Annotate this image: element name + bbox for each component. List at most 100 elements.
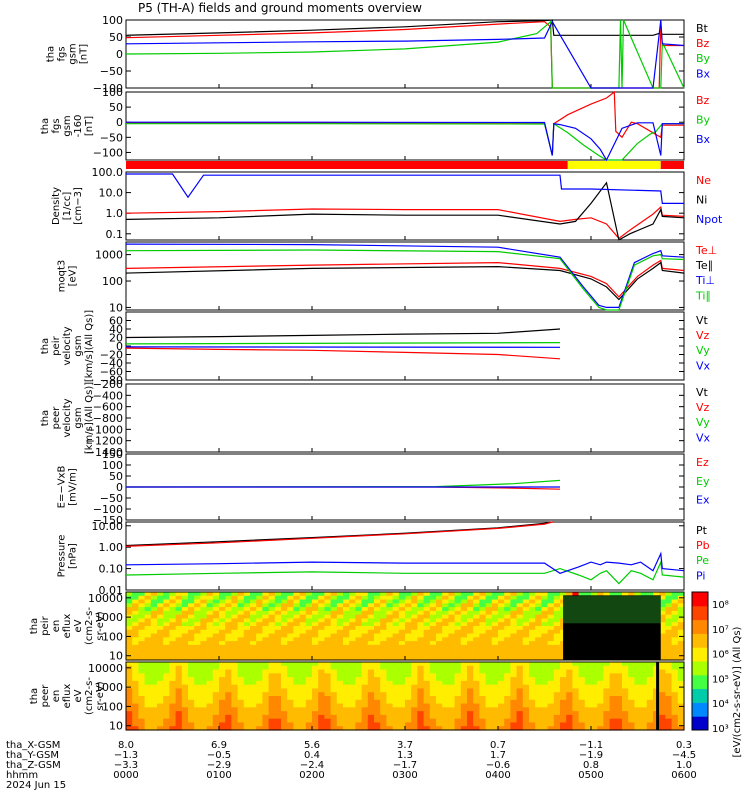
spectrogram-cell <box>219 626 226 631</box>
spectrogram-cell <box>200 626 208 631</box>
spectrogram-cell <box>132 626 139 631</box>
spectrogram-cell <box>411 711 418 716</box>
spectrogram-cell <box>380 641 387 646</box>
spectrogram-cell <box>665 607 673 612</box>
spectrogram-cell <box>591 669 598 674</box>
spectrogram-cell <box>299 641 307 646</box>
spectrogram-cell <box>349 665 356 671</box>
spectrogram-cell <box>144 607 152 612</box>
spectrogram-cell <box>343 599 350 604</box>
spectrogram-cell <box>529 703 536 708</box>
spectrogram-cell <box>659 629 666 635</box>
spectrogram-cell <box>231 688 239 693</box>
spectrogram-cell <box>305 644 313 650</box>
spectrogram-cell <box>442 684 449 690</box>
spectrogram-cell <box>299 603 307 608</box>
spectrogram-cell <box>250 648 257 654</box>
spectrogram-cell <box>454 592 462 597</box>
spectrogram-cell <box>628 669 635 674</box>
spectrogram-cell <box>361 614 369 620</box>
spectrogram-cell <box>634 696 642 701</box>
spectrogram-cell <box>386 607 394 612</box>
spectrogram-cell <box>318 629 325 635</box>
spectrogram-cell <box>429 614 437 620</box>
spectrogram-cell <box>498 618 505 623</box>
spectrogram-cell <box>250 662 257 667</box>
spectrogram-cell <box>163 592 170 597</box>
colorbar-label: [eV/(cm2-s-sr-eV)] (All Qs) <box>732 626 743 757</box>
spectrogram-cell <box>268 673 276 678</box>
spectrogram-cell <box>622 707 629 712</box>
spectrogram-cell <box>299 633 307 638</box>
spectrogram-cell <box>281 641 288 646</box>
spectrogram-cell <box>423 714 431 720</box>
spectrogram-cell <box>535 626 542 631</box>
spectrogram-cell <box>603 665 611 671</box>
spectrogram-cell <box>423 669 431 674</box>
spectrogram-cell <box>287 696 294 701</box>
spectrogram-cell <box>231 641 239 646</box>
spectrogram-cell <box>343 622 350 627</box>
spectrogram-cell <box>498 644 505 650</box>
spectrogram-cell <box>206 714 214 720</box>
spectrogram-cell <box>522 644 530 650</box>
spectrogram-cell <box>200 618 208 623</box>
spectrogram-cell <box>479 707 487 712</box>
spectrogram-cell <box>175 692 183 697</box>
spectrogram-cell <box>169 626 177 631</box>
spectrogram-cell <box>504 699 511 705</box>
spectrogram-cell <box>423 644 431 650</box>
spectrogram-cell <box>671 714 679 720</box>
x-tick-value: 0400 <box>485 770 510 781</box>
spectrogram-cell <box>163 618 170 623</box>
spectrogram-cell <box>560 726 567 731</box>
spectrogram-cell <box>262 648 270 654</box>
spectrogram-cell <box>250 599 257 604</box>
spectrogram-cell <box>274 622 282 627</box>
spectrogram-cell <box>671 641 679 646</box>
spectrogram-cell <box>671 629 679 635</box>
spectrogram-cell <box>225 644 232 650</box>
spectrogram-cell <box>541 610 549 616</box>
spectrogram-cell <box>405 629 412 635</box>
spectrogram-cell <box>157 644 164 650</box>
spectrogram-cell <box>591 677 598 682</box>
spectrogram-cell <box>380 595 387 601</box>
spectrogram-cell <box>225 718 232 724</box>
spectrogram-cell <box>609 696 617 701</box>
spectrogram-cell <box>299 677 307 682</box>
spectrogram-cell <box>138 677 146 682</box>
spectrogram-cell <box>150 592 158 597</box>
spectrogram-cell <box>175 637 183 642</box>
spectrogram-cell <box>665 673 673 678</box>
spectrogram-cell <box>126 618 133 623</box>
spectrogram-cell <box>361 714 369 720</box>
spectrogram-cell <box>448 610 456 616</box>
spectrogram-cell <box>138 680 146 686</box>
spectrogram-cell <box>181 707 189 712</box>
y-axis-label: [eV] <box>68 266 79 287</box>
spectrogram-cell <box>144 696 152 701</box>
spectrogram-cell <box>504 684 511 690</box>
spectrogram-cell <box>169 603 177 608</box>
spectrogram-cell <box>547 633 555 638</box>
spectrogram-cell <box>256 622 263 627</box>
spectrogram-cell <box>312 648 319 654</box>
spectrogram-cell <box>460 648 468 654</box>
spectrogram-cell <box>386 726 394 731</box>
spectrogram-cell <box>237 680 245 686</box>
spectrogram-cell <box>225 680 232 686</box>
spectrogram-cell <box>219 665 226 671</box>
spectrogram-cell <box>225 669 232 674</box>
spectrogram-cell <box>615 669 623 674</box>
spectrogram-cell <box>417 680 425 686</box>
spectrogram-cell <box>250 714 257 720</box>
spectrogram-cell <box>293 718 301 724</box>
spectrogram-cell <box>274 652 282 657</box>
spectrogram-cell <box>268 703 276 708</box>
spectrogram-cell <box>386 711 394 716</box>
spectrogram-cell <box>665 707 673 712</box>
spectrogram-cell <box>355 599 363 604</box>
spectrogram-cell <box>287 656 294 661</box>
spectrogram-cell <box>367 726 375 731</box>
